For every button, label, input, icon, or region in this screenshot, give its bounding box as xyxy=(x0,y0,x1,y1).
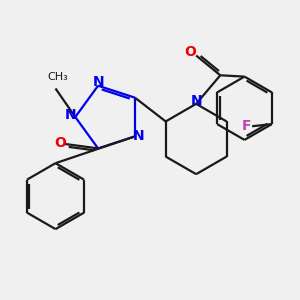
Text: O: O xyxy=(54,136,66,150)
Text: N: N xyxy=(133,129,144,143)
Text: F: F xyxy=(242,119,252,133)
Text: CH₃: CH₃ xyxy=(47,72,68,82)
Text: N: N xyxy=(190,94,202,108)
Text: N: N xyxy=(93,75,105,89)
Text: N: N xyxy=(65,108,77,122)
Text: O: O xyxy=(184,45,196,59)
